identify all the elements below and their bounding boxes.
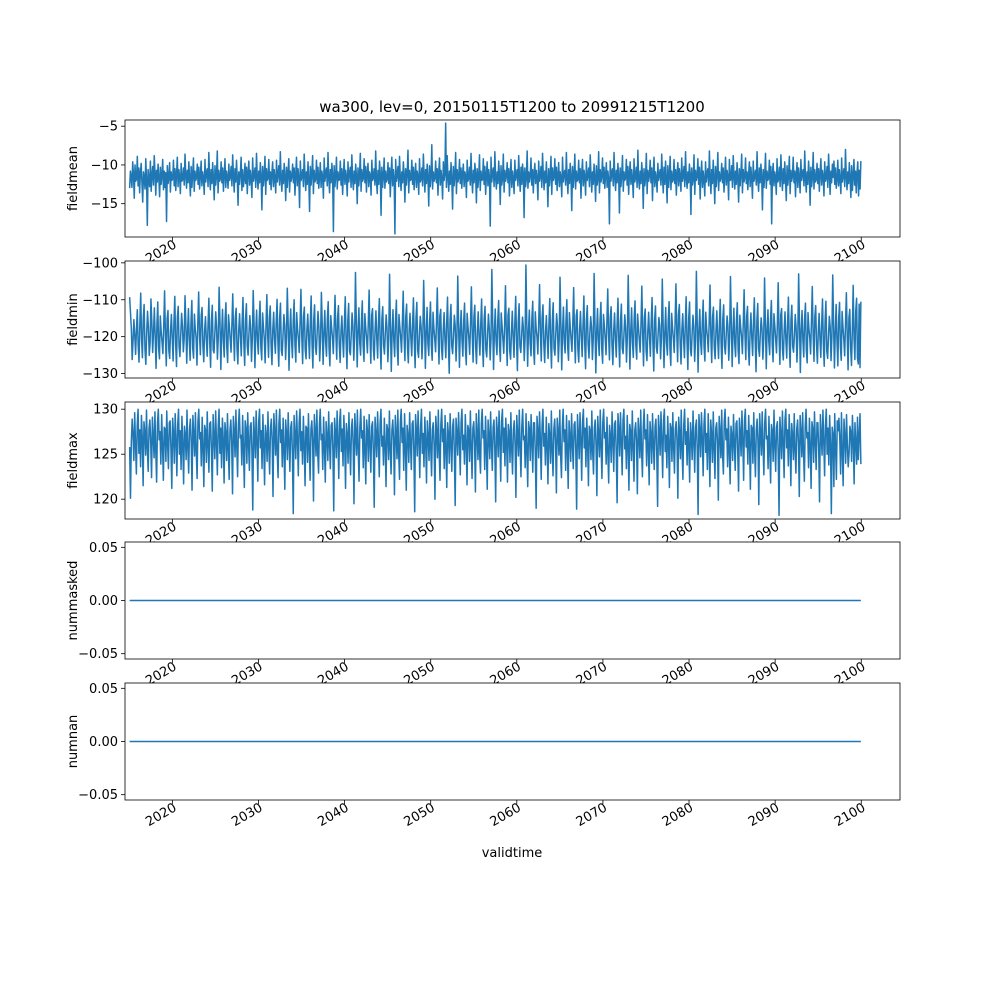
y-tick-label: −10 [91,158,118,173]
y-tick-label: −100 [82,256,118,271]
y-axis-label: fieldmin [66,293,81,346]
y-tick-label: −15 [91,197,118,212]
axes-frame [124,401,901,520]
y-tick-label: 0.05 [89,541,118,556]
y-tick-label: −5 [99,120,118,135]
y-axis-label: fieldmean [66,146,81,211]
y-axis-label: numnan [66,715,81,769]
y-tick-label: −0.05 [78,788,118,803]
y-axis-label: fieldmax [66,432,81,489]
y-tick-label: 0.05 [89,682,118,697]
series-line-fieldmean [128,122,862,235]
axes-frame [124,119,901,238]
y-tick-label: 130 [93,403,118,418]
y-tick-label: 0.00 [89,735,118,750]
figure-title: wa300, lev=0, 20150115T1200 to 20991215T… [319,98,705,116]
y-tick-label: −0.05 [78,647,118,662]
y-tick-label: 125 [93,448,118,463]
y-tick-label: −130 [82,367,118,382]
y-tick-label: 0.00 [89,594,118,609]
y-tick-label: −110 [82,293,118,308]
y-axis-label: nummasked [66,561,81,641]
series-line-fieldmin [128,264,862,374]
series-line-fieldmax [128,408,862,517]
axes-frame [124,260,901,379]
x-axis-title: validtime [482,846,543,861]
y-tick-label: 120 [93,493,118,508]
y-tick-label: −120 [82,330,118,345]
